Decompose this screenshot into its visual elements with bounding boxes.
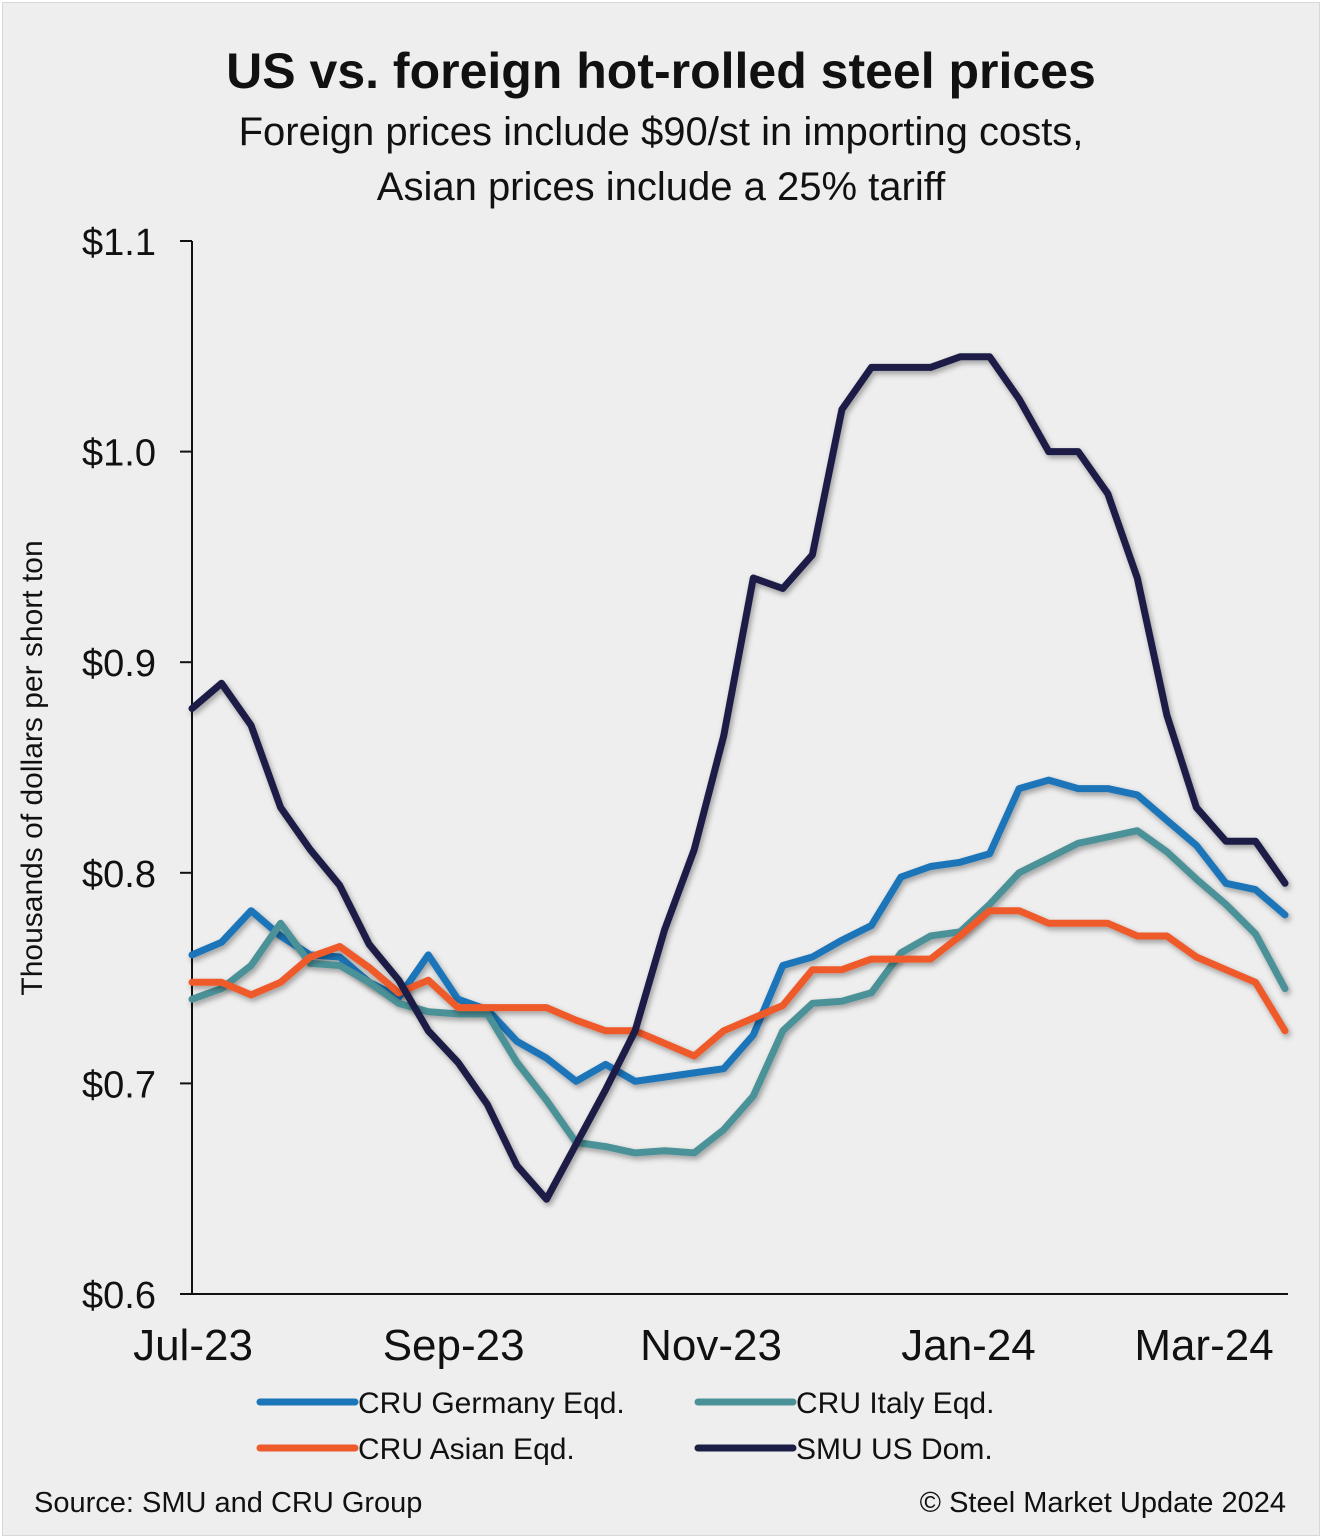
y-tick-label: $0.6 (82, 1275, 156, 1317)
axes: $0.6 $0.7 $0.8 $0.9 $1.0 $1.1 Jul-23 Sep-23 Nov-… (82, 222, 1288, 1370)
legend-item: CRU Germany Eqd. (256, 1387, 625, 1420)
legend-label: CRU Asian Eqd. (358, 1433, 575, 1466)
y-tick-label: $0.8 (82, 854, 156, 896)
x-tick-label: Sep-23 (383, 1321, 525, 1370)
x-tick-label: Jul-23 (133, 1321, 253, 1370)
legend-item: CRU Italy Eqd. (694, 1387, 994, 1420)
chart-subtitle-line-1: Foreign prices include $90/st in importi… (239, 110, 1084, 154)
x-tick-label: Mar-24 (1134, 1321, 1273, 1370)
y-tick-label: $1.1 (82, 222, 156, 264)
series-line (188, 353, 1289, 1203)
y-tick-label: $0.7 (82, 1064, 156, 1106)
y-axis-label: Thousands of dollars per short ton (16, 540, 49, 995)
x-tick-label: Jan-24 (901, 1321, 1036, 1370)
series-cru-asian-eqd- (188, 907, 1289, 1060)
copyright-note: © Steel Market Update 2024 (920, 1487, 1286, 1519)
series-lines (188, 353, 1289, 1203)
series-smu-us-dom- (188, 353, 1289, 1203)
series-line (188, 907, 1289, 1060)
y-tick-label: $1.0 (82, 433, 156, 475)
series-cru-italy-eqd- (188, 827, 1289, 1157)
legend-label: CRU Italy Eqd. (796, 1387, 994, 1420)
source-note: Source: SMU and CRU Group (34, 1487, 422, 1519)
legend: CRU Germany Eqd. CRU Italy Eqd. CRU Asian … (256, 1387, 994, 1466)
series-line (188, 827, 1289, 1157)
legend-label: CRU Germany Eqd. (358, 1387, 625, 1420)
legend-item: SMU US Dom. (694, 1433, 993, 1466)
legend-label: SMU US Dom. (796, 1433, 993, 1466)
y-tick-label: $0.9 (82, 643, 156, 685)
chart-title: US vs. foreign hot-rolled steel prices (226, 43, 1096, 99)
chart-subtitle-line-2: Asian prices include a 25% tariff (377, 165, 946, 209)
legend-item: CRU Asian Eqd. (256, 1433, 575, 1466)
x-tick-label: Nov-23 (640, 1321, 782, 1370)
